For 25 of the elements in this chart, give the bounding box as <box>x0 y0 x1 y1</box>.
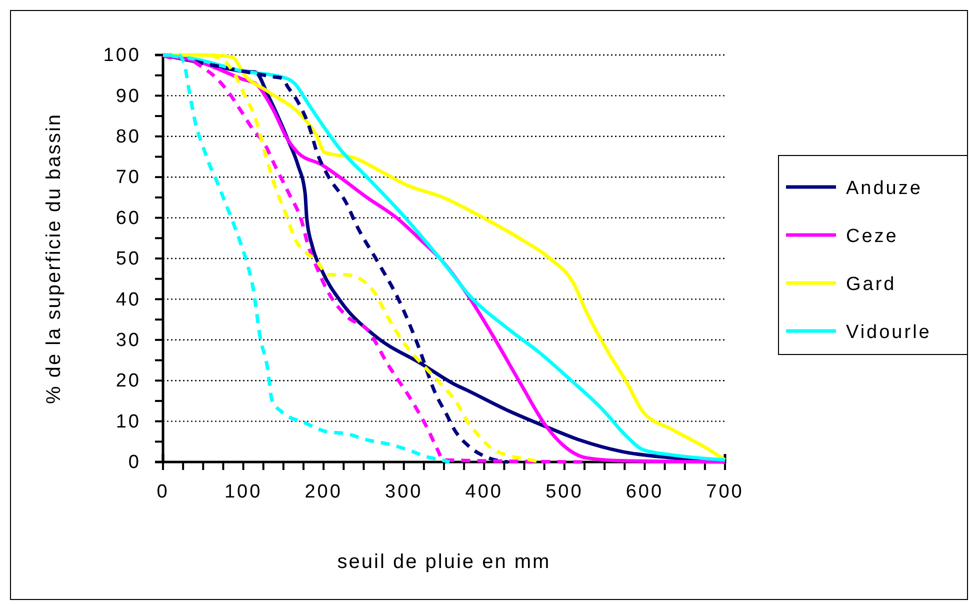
legend-label: Gard <box>846 274 896 295</box>
x-tick-label: 600 <box>626 481 664 502</box>
legend-label: Vidourle <box>846 322 932 343</box>
y-tick-label: 30 <box>116 330 141 351</box>
y-tick-label: 90 <box>116 86 141 107</box>
x-tick-label: 200 <box>304 481 342 502</box>
x-tick-label: 100 <box>224 481 262 502</box>
y-tick-label: 60 <box>116 208 141 229</box>
x-tick-label: 700 <box>706 481 744 502</box>
legend-label: Ceze <box>846 226 898 247</box>
x-tick-label: 500 <box>546 481 584 502</box>
y-tick-label: 10 <box>116 411 141 432</box>
y-tick-label: 70 <box>116 167 141 188</box>
y-tick-label: 40 <box>116 289 141 310</box>
y-tick-label: 80 <box>116 126 141 148</box>
x-axis-title: seuil de pluie en mm <box>337 551 551 573</box>
y-tick-label: 0 <box>128 452 141 474</box>
x-tick-label: 300 <box>385 481 423 502</box>
y-tick-label: 20 <box>116 370 141 392</box>
x-tick-label: 0 <box>156 481 170 502</box>
y-tick-label: 100 <box>103 45 141 66</box>
legend-label: Anduze <box>846 178 922 199</box>
y-tick-label: 50 <box>116 248 141 270</box>
y-axis-title: % de la superficie du bassin <box>43 112 65 404</box>
x-tick-label: 400 <box>465 481 503 502</box>
